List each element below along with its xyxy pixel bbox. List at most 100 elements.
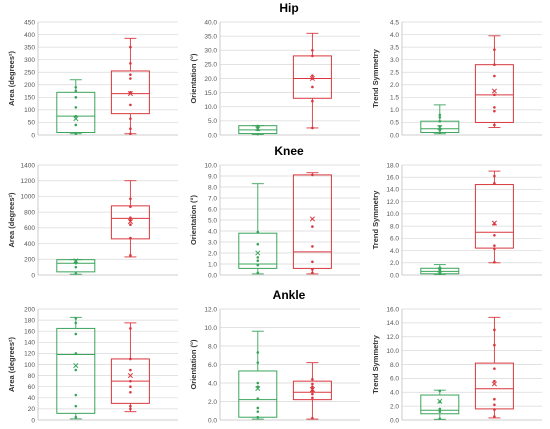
data-point xyxy=(438,266,442,269)
data-point xyxy=(256,397,260,401)
mean-mark-stroke xyxy=(491,381,497,387)
y-axis-label: Trend Symmetry xyxy=(371,190,380,250)
panel-2: 0.0 5.0 10.0 15.0 20.0 25.0 30.0 35.0 40.0 Orient… xyxy=(189,19,360,139)
y-tick-label: 350 xyxy=(24,44,35,51)
y-tick-label: 400 xyxy=(24,241,35,248)
box-green xyxy=(238,330,278,420)
y-tick-label: 140 xyxy=(24,340,35,347)
data-point xyxy=(256,410,260,413)
y-tick-label: 8.0 xyxy=(208,184,217,191)
data-point xyxy=(256,242,260,246)
data-point xyxy=(74,114,78,118)
y-tick-label: 12.0 xyxy=(204,306,217,313)
data-point xyxy=(129,385,132,389)
data-point xyxy=(493,415,496,418)
data-point xyxy=(311,74,314,77)
mean-marker xyxy=(73,258,79,264)
y-tick-label: 14.0 xyxy=(386,187,399,194)
data-point xyxy=(493,343,496,347)
y-tick-label: 2.0 xyxy=(390,260,399,267)
data-point xyxy=(129,132,132,136)
data-point xyxy=(311,416,314,420)
y-tick-label: 0.5 xyxy=(390,120,399,127)
y-tick-label: 200 xyxy=(24,82,35,89)
y-tick-label: 0.0 xyxy=(208,417,217,424)
y-tick-label: 100 xyxy=(24,107,35,114)
data-point xyxy=(493,403,496,407)
y-tick-label: 200 xyxy=(24,306,35,313)
y-tick-label: 1000 xyxy=(21,194,36,201)
y-tick-label: 12.0 xyxy=(386,334,399,341)
y-tick-label: 10.0 xyxy=(204,104,217,111)
mean-marker xyxy=(491,381,497,387)
box-red xyxy=(474,170,514,264)
data-point xyxy=(493,63,496,66)
box-red xyxy=(292,362,332,420)
data-point xyxy=(438,113,442,117)
box-iqr xyxy=(110,70,150,115)
box-green xyxy=(56,79,96,136)
data-point xyxy=(129,379,132,383)
y-tick-label: 0.0 xyxy=(208,132,217,139)
data-point xyxy=(129,73,132,77)
box-iqr xyxy=(292,174,332,269)
data-point xyxy=(74,132,78,136)
box-green xyxy=(420,389,460,420)
panel-4: 0 200 400 600 800 1000 1200 1400 Area (degrees²) xyxy=(7,162,178,279)
data-point xyxy=(493,247,496,251)
y-tick-label: 6.0 xyxy=(208,206,217,213)
box-red xyxy=(292,32,332,130)
box-green xyxy=(238,183,278,275)
data-point xyxy=(74,317,78,320)
y-tick-label: 400 xyxy=(24,32,35,39)
data-point xyxy=(311,48,314,52)
data-point xyxy=(438,119,442,123)
y-tick-label: 600 xyxy=(24,225,35,232)
data-point xyxy=(493,174,496,178)
y-axis-label: Trend Symmetry xyxy=(371,334,380,394)
mean-mark-stroke xyxy=(491,88,497,94)
mean-marker xyxy=(309,75,315,82)
y-tick-label: 10.0 xyxy=(204,325,217,332)
data-point xyxy=(129,205,132,208)
mean-mark-stroke xyxy=(491,220,497,226)
y-tick-label: 0.0 xyxy=(390,417,399,424)
box-iqr xyxy=(56,327,96,414)
box-green xyxy=(56,316,96,420)
y-tick-label: 16.0 xyxy=(386,175,399,182)
y-tick-label: 8.0 xyxy=(208,343,217,350)
y-tick-label: 25.0 xyxy=(204,62,217,69)
data-point xyxy=(74,415,78,419)
data-point xyxy=(493,109,496,113)
data-point xyxy=(438,417,442,420)
y-tick-label: 16.0 xyxy=(386,306,399,313)
data-point xyxy=(74,106,78,109)
data-point xyxy=(129,390,132,394)
data-point xyxy=(74,393,78,397)
y-tick-label: 8.0 xyxy=(390,362,399,369)
mean-mark-stroke xyxy=(255,250,261,256)
box-iqr xyxy=(110,205,150,240)
y-tick-label: 4.5 xyxy=(390,19,399,26)
y-tick-label: 4.0 xyxy=(208,228,217,235)
data-point xyxy=(311,271,314,275)
y-tick-label: 3.0 xyxy=(390,57,399,64)
data-point xyxy=(74,85,78,89)
box-iqr xyxy=(292,380,332,401)
y-tick-label: 1400 xyxy=(21,162,36,169)
box-green xyxy=(238,124,278,136)
data-point xyxy=(74,321,78,325)
data-point xyxy=(493,328,496,332)
mean-mark-stroke xyxy=(309,75,315,82)
data-point xyxy=(74,89,78,93)
row-title-hip: Hip xyxy=(279,1,298,15)
y-tick-label: 60 xyxy=(28,384,36,391)
box-iqr xyxy=(420,394,460,415)
y-tick-label: 2.0 xyxy=(208,399,217,406)
data-point xyxy=(493,367,496,370)
data-point xyxy=(74,332,78,336)
y-axis-label: Orientation (°) xyxy=(189,194,198,245)
mean-marker xyxy=(127,219,133,225)
y-tick-label: 5.0 xyxy=(208,118,217,125)
